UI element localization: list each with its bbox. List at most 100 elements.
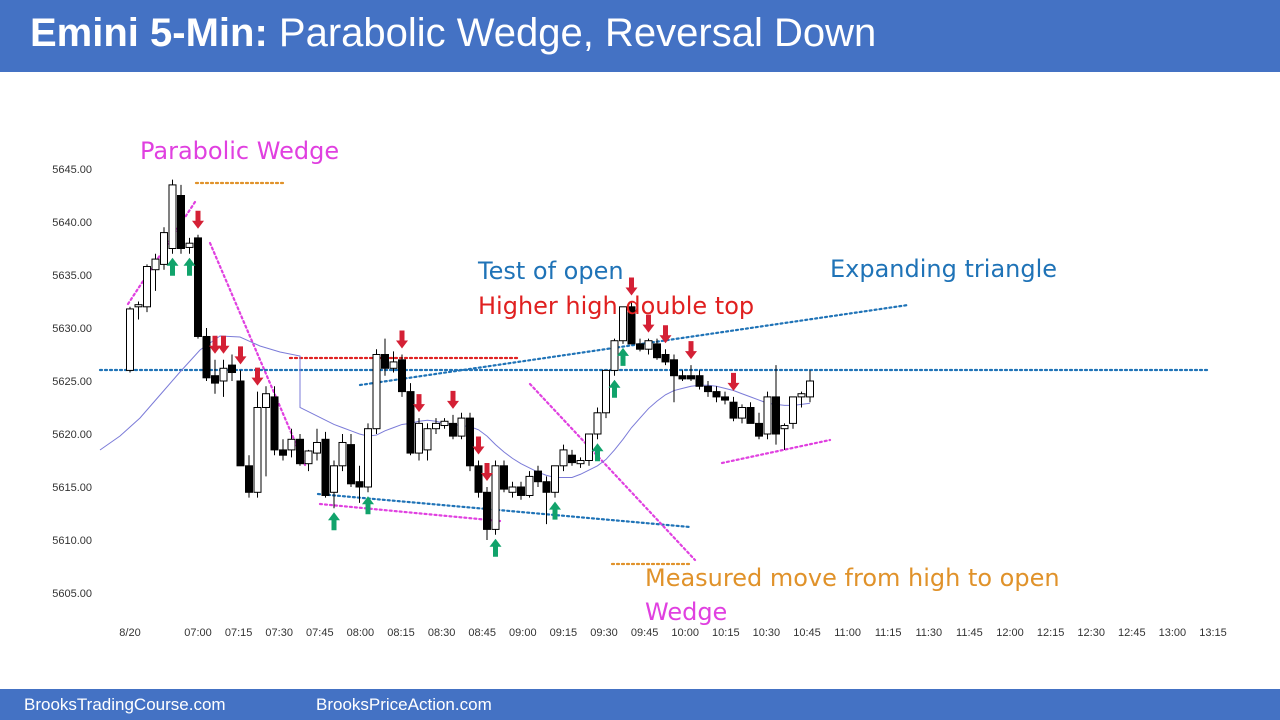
bull-candle-body bbox=[602, 369, 610, 414]
y-tick-label: 5615.00 bbox=[52, 482, 92, 494]
sell-signal-arrow bbox=[396, 330, 408, 349]
candle bbox=[262, 386, 270, 477]
x-tick-label: 13:15 bbox=[1199, 627, 1227, 639]
bull-candle-body bbox=[330, 465, 338, 493]
bull-candle-body bbox=[126, 308, 134, 371]
candle bbox=[687, 365, 695, 381]
candle bbox=[449, 414, 457, 440]
trend-lines bbox=[98, 181, 1212, 566]
triangle-lower-line bbox=[316, 492, 692, 529]
x-tick-label: 08:00 bbox=[347, 627, 375, 639]
bull-candle-body bbox=[160, 232, 168, 265]
title-rest: Parabolic Wedge, Reversal Down bbox=[278, 11, 877, 55]
candle bbox=[432, 418, 440, 434]
candle bbox=[721, 391, 729, 405]
candles bbox=[126, 179, 814, 540]
candle bbox=[457, 412, 466, 440]
bear-candle-body bbox=[772, 396, 780, 435]
candle bbox=[126, 306, 134, 373]
annotation-wedge: Wedge bbox=[645, 598, 727, 626]
candle bbox=[313, 428, 321, 461]
candle bbox=[245, 455, 253, 498]
page-title: Emini 5-Min: Parabolic Wedge, Reversal D… bbox=[30, 11, 876, 56]
bear-candle-body bbox=[466, 417, 474, 467]
candle bbox=[763, 391, 772, 440]
candle bbox=[525, 471, 534, 498]
bull-candle-body bbox=[559, 449, 568, 467]
annotation-expanding-triangle: Expanding triangle bbox=[830, 255, 1057, 283]
bull-candle-body bbox=[644, 340, 653, 350]
y-axis: 5645.00 5640.00 5635.00 5630.00 5625.00 5620.… bbox=[52, 164, 92, 600]
bear-candle-body bbox=[228, 364, 236, 374]
bear-candle-body bbox=[678, 375, 687, 380]
bear-candle-body bbox=[398, 359, 406, 393]
bull-candle-body bbox=[262, 393, 270, 409]
bear-candle-body bbox=[483, 491, 491, 530]
x-tick-label: 10:30 bbox=[753, 627, 781, 639]
candle bbox=[194, 234, 202, 339]
annotation-test-of-open: Test of open bbox=[477, 257, 624, 285]
sell-signal-arrow bbox=[685, 341, 697, 360]
candle bbox=[364, 423, 372, 493]
footer-link-brookspriceaction[interactable]: BrooksPriceAction.com bbox=[316, 695, 492, 714]
candle bbox=[185, 237, 194, 254]
bear-candle-body bbox=[449, 422, 457, 437]
bull-candle-body bbox=[432, 422, 440, 430]
bear-candle-body bbox=[695, 375, 704, 387]
bull-candle-body bbox=[738, 407, 746, 419]
bear-candle-body bbox=[661, 354, 670, 363]
y-tick-label: 5605.00 bbox=[52, 588, 92, 600]
x-tick-label: 10:45 bbox=[793, 627, 821, 639]
candle bbox=[219, 359, 228, 397]
annotation-measured-move: Measured move from high to open bbox=[645, 564, 1060, 592]
candle bbox=[780, 423, 789, 450]
sell-signal-arrow bbox=[251, 367, 264, 386]
sell-signal-arrow bbox=[234, 346, 247, 365]
bull-candle-body bbox=[389, 361, 398, 369]
candle bbox=[440, 418, 449, 429]
candle bbox=[695, 370, 704, 390]
candle bbox=[270, 386, 279, 456]
candle bbox=[704, 381, 712, 397]
buy-signal-arrow bbox=[549, 501, 561, 520]
candle bbox=[559, 444, 568, 472]
candle bbox=[143, 264, 151, 313]
x-tick-label: 07:15 bbox=[225, 627, 253, 639]
bear-candle-body bbox=[194, 237, 202, 337]
candle bbox=[338, 434, 347, 472]
bull-candle-body bbox=[338, 441, 347, 467]
x-tick-label: 08:45 bbox=[468, 627, 496, 639]
buy-signal-arrow bbox=[608, 379, 621, 398]
sell-signal-arrow bbox=[472, 436, 485, 455]
x-tick-label: 07:30 bbox=[265, 627, 293, 639]
buy-signal-arrow bbox=[617, 347, 629, 366]
bear-candle-body bbox=[568, 454, 576, 464]
x-tick-label: 11:45 bbox=[956, 627, 983, 639]
candle bbox=[585, 433, 593, 466]
candle bbox=[279, 439, 287, 461]
bear-candle-body bbox=[542, 481, 551, 493]
y-tick-label: 5610.00 bbox=[52, 535, 92, 547]
candle bbox=[406, 383, 415, 456]
annotation-higher-high-double-top: Higher high double top bbox=[478, 292, 754, 320]
x-tick-label: 09:15 bbox=[550, 627, 578, 639]
footer-link-brookstradingcourse[interactable]: BrooksTradingCourse.com bbox=[24, 695, 226, 714]
candle bbox=[151, 253, 160, 291]
buy-signal-arrow bbox=[489, 538, 502, 557]
bull-candle-body bbox=[134, 304, 143, 308]
bear-candle-body bbox=[474, 465, 483, 493]
bear-candle-body bbox=[270, 396, 279, 451]
sell-signal-arrow bbox=[727, 372, 740, 391]
bear-candle-body bbox=[202, 335, 211, 379]
candle bbox=[729, 396, 738, 422]
bull-candle-body bbox=[304, 450, 313, 465]
bear-candle-body bbox=[500, 465, 508, 490]
x-tick-label: 10:00 bbox=[671, 627, 699, 639]
candle bbox=[678, 370, 687, 381]
ema-line bbox=[99, 335, 811, 478]
candle bbox=[500, 460, 508, 493]
candle bbox=[134, 301, 143, 320]
bear-candle-body bbox=[636, 343, 644, 350]
bear-candle-body bbox=[211, 375, 219, 384]
x-tick-label: 8/20 bbox=[119, 627, 140, 639]
